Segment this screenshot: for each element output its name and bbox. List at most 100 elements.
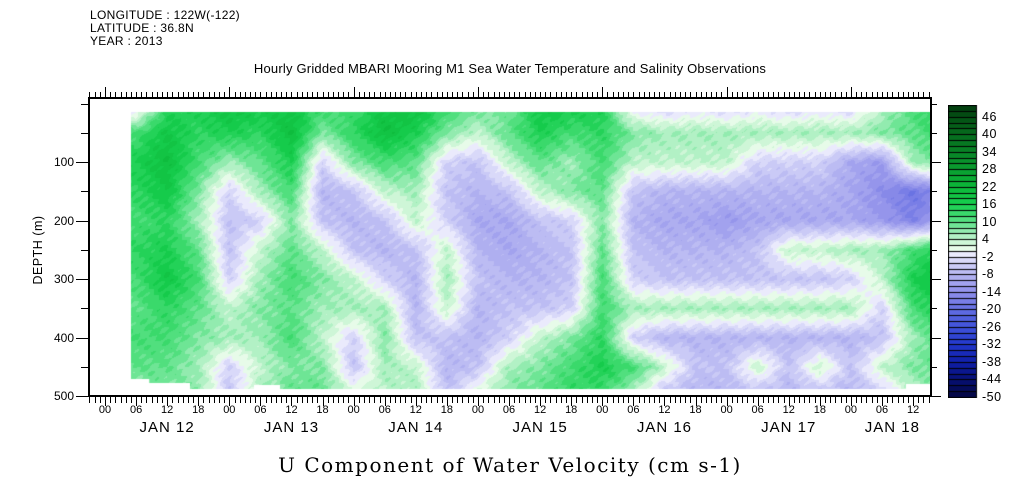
axis-tick: [203, 396, 204, 403]
axis-tick: [670, 396, 671, 403]
axis-tick: [882, 92, 883, 97]
x-axis-hour-label: 18: [813, 404, 826, 416]
axis-tick: [649, 92, 650, 97]
axis-tick: [509, 92, 510, 97]
axis-tick: [302, 396, 303, 403]
colorbar-tick-label: 46: [982, 109, 997, 124]
axis-tick: [468, 92, 469, 97]
axis-tick: [727, 87, 728, 97]
axis-tick: [488, 92, 489, 97]
axis-tick: [773, 396, 774, 403]
axis-tick: [932, 338, 941, 339]
axis-tick: [794, 396, 795, 403]
axis-tick: [514, 396, 515, 403]
axis-tick: [167, 92, 168, 97]
colorbar-tick-label: -44: [982, 372, 1002, 387]
axis-tick: [333, 396, 334, 403]
axis-tick: [157, 396, 158, 403]
axis-tick: [742, 396, 743, 403]
axis-tick: [499, 396, 500, 403]
axis-tick: [932, 396, 941, 397]
axis-tick: [291, 92, 292, 97]
axis-tick: [809, 92, 810, 97]
colorbar-tick-label: 4: [982, 232, 990, 247]
axis-tick: [721, 92, 722, 97]
axis-tick: [188, 396, 189, 403]
axis-tick: [499, 92, 500, 97]
axis-tick: [141, 92, 142, 97]
axis-tick: [742, 92, 743, 97]
axis-tick: [478, 396, 479, 406]
axis-tick: [209, 92, 210, 97]
axis-tick: [530, 396, 531, 403]
axis-tick: [126, 92, 127, 97]
axis-tick: [193, 92, 194, 97]
y-axis-tick-label: 200: [53, 213, 74, 228]
axis-tick: [333, 92, 334, 97]
axis-tick: [473, 396, 474, 403]
axis-tick: [654, 92, 655, 97]
x-axis-hour-label: 00: [471, 404, 485, 416]
axis-tick: [680, 396, 681, 403]
longitude-text: LONGITUDE : 122W(-122): [90, 8, 240, 22]
axis-tick: [784, 396, 785, 403]
axis-tick: [380, 92, 381, 97]
axis-tick: [380, 396, 381, 403]
x-axis-hour-label: 00: [347, 404, 360, 416]
axis-tick: [437, 92, 438, 97]
axis-tick: [525, 92, 526, 97]
axis-tick: [675, 396, 676, 403]
axis-tick: [494, 92, 495, 97]
axis-tick: [556, 92, 557, 97]
axis-tick: [519, 396, 520, 403]
axis-tick: [141, 396, 142, 403]
axis-tick: [240, 396, 241, 403]
axis-tick: [753, 92, 754, 97]
axis-tick: [566, 92, 567, 97]
axis-tick: [323, 92, 324, 97]
axis-tick: [550, 396, 551, 403]
axis-tick: [649, 396, 650, 403]
axis-tick: [690, 92, 691, 97]
colorbar-tick-label: 16: [982, 197, 997, 212]
x-axis-hour-label: 06: [502, 404, 516, 416]
axis-tick: [235, 92, 236, 97]
axis-tick: [385, 396, 386, 406]
axis-tick: [602, 87, 603, 97]
axis-tick: [338, 396, 339, 403]
x-axis-hour-label: 18: [316, 404, 329, 416]
axis-tick: [887, 92, 888, 97]
axis-tick: [628, 396, 629, 403]
axis-tick: [271, 92, 272, 97]
axis-tick: [809, 396, 810, 403]
axis-tick: [815, 396, 816, 403]
axis-tick: [830, 92, 831, 97]
axis-tick: [121, 396, 122, 403]
axis-tick: [126, 396, 127, 403]
axis-tick: [302, 92, 303, 97]
axis-tick: [235, 396, 236, 403]
axis-tick: [364, 92, 365, 97]
axis-tick: [198, 396, 199, 406]
axis-tick: [317, 92, 318, 97]
axis-tick: [307, 92, 308, 97]
axis-tick: [76, 338, 88, 339]
x-axis-day-label: JAN 15: [512, 419, 568, 436]
axis-tick: [929, 92, 930, 97]
axis-tick: [613, 396, 614, 403]
axis-tick: [825, 92, 826, 97]
axis-tick: [618, 92, 619, 97]
axis-tick: [877, 92, 878, 97]
axis-tick: [804, 92, 805, 97]
axis-tick: [898, 396, 899, 403]
axis-tick: [685, 92, 686, 97]
axis-tick: [81, 191, 88, 192]
axis-tick: [100, 92, 101, 97]
axis-tick: [95, 396, 96, 403]
axis-tick: [887, 396, 888, 403]
axis-tick: [447, 92, 448, 97]
axis-tick: [903, 92, 904, 97]
axis-tick: [323, 396, 324, 406]
heatmap-canvas: [88, 97, 932, 397]
axis-tick: [566, 396, 567, 403]
